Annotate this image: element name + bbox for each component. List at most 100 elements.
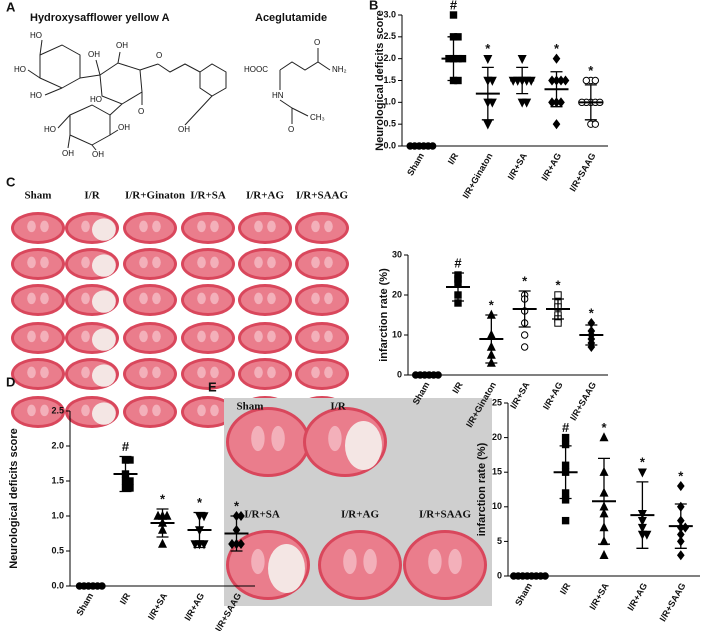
data-point (487, 98, 497, 108)
y-tick-label: 20 (492, 432, 502, 442)
x-tick-label: Sham (513, 581, 534, 607)
atom-label: O (156, 51, 162, 60)
brain-ventricle (40, 292, 49, 305)
brain-ventricle (152, 292, 161, 305)
y-tick-label: 0.0 (383, 140, 396, 150)
brain-ventricle (139, 292, 148, 305)
brain-ventricle (343, 548, 357, 575)
error-bar (585, 324, 598, 346)
significance-mark: * (589, 305, 595, 320)
data-point (557, 97, 565, 108)
y-tick-label: 10 (392, 329, 402, 339)
brain-ventricle (210, 366, 219, 379)
significance-mark: * (678, 468, 684, 483)
brain-ventricle (324, 220, 333, 233)
significance-mark: * (588, 63, 594, 78)
brain-ventricle (139, 366, 148, 379)
error-bar (552, 298, 564, 320)
data-point (552, 53, 561, 64)
data-point (548, 97, 556, 108)
brain-cortex (298, 215, 346, 241)
brain-ventricle (210, 220, 219, 233)
significance-mark: * (197, 495, 203, 510)
data-point (599, 549, 609, 559)
data-point (520, 331, 529, 339)
x-tick-label: I/R+Ginaton (461, 151, 495, 200)
brain-ventricle (27, 404, 36, 417)
brain-photos (11, 212, 349, 428)
error-bar (485, 314, 498, 364)
brain-ventricle (210, 256, 219, 269)
y-tick-label: 0.5 (51, 545, 64, 555)
brain-cortex (298, 287, 346, 313)
atom-label: OH (88, 50, 100, 59)
photo-label: I/R+SA (190, 190, 226, 202)
brain-ventricle (40, 220, 49, 233)
brain-ventricle (152, 404, 161, 417)
significance-mark: # (122, 439, 130, 454)
y-tick-label: 30 (392, 249, 402, 259)
atom-label: O (138, 107, 144, 116)
y-tick-label: 2.5 (51, 405, 64, 415)
atom-label: HO (14, 65, 26, 74)
brain-cortex (298, 325, 346, 351)
error-bar (516, 66, 529, 95)
brain-ventricle (267, 256, 276, 269)
y-axis-title: Neurological deficits score (374, 10, 386, 151)
significance-mark: # (562, 420, 570, 435)
data-point (676, 481, 685, 492)
error-bar (156, 508, 169, 538)
brain-cortex (14, 215, 62, 241)
photo-label: I/R+AG (246, 190, 284, 202)
data-point (228, 538, 236, 550)
brain-ventricle (139, 330, 148, 343)
data-point (126, 456, 134, 464)
brain-ventricle (448, 548, 462, 575)
error-bar (481, 66, 494, 121)
brain-cortex (126, 251, 174, 277)
error-bar (674, 503, 687, 549)
brain-cortex (184, 251, 232, 277)
error-bar (636, 481, 649, 549)
brain-ventricle (152, 220, 161, 233)
x-tick-label: I/R (558, 581, 573, 596)
ag-structure (279, 48, 331, 124)
data-point (642, 530, 652, 540)
brain-ventricle (324, 366, 333, 379)
brain-ventricle (254, 220, 263, 233)
brain-ventricle (197, 330, 206, 343)
brain-cortex (321, 533, 399, 597)
x-tick-label: I/R+SA (506, 151, 530, 182)
brain-ventricle (271, 425, 285, 452)
brain-cortex (126, 215, 174, 241)
data-point (517, 54, 527, 64)
brain-cortex (298, 361, 346, 387)
panel-letter: E (208, 379, 217, 394)
brain-ventricle (81, 256, 90, 269)
error-bar (452, 272, 464, 302)
photo-label: I/R (330, 401, 346, 413)
brain-cortex (184, 325, 232, 351)
x-tick-label: I/R (446, 151, 461, 166)
x-tick-label: I/R+AG (541, 380, 565, 411)
atom-label: OH (92, 150, 104, 159)
brain-ventricle (197, 404, 206, 417)
brain-cortex (126, 399, 174, 425)
brain-cortex (184, 287, 232, 313)
panel-letter: B (369, 0, 378, 12)
brain-ventricle (27, 366, 36, 379)
y-tick-label: 1.5 (51, 475, 64, 485)
photo-label: I/R+SAAG (296, 190, 349, 202)
x-tick-label: I/R+SA (508, 380, 532, 411)
data-point (676, 550, 685, 561)
brain-ventricle (81, 366, 90, 379)
significance-mark: * (554, 41, 560, 56)
brain-cortex (184, 215, 232, 241)
infarct (92, 402, 116, 425)
brain-ventricle (81, 404, 90, 417)
brain-ventricle (254, 292, 263, 305)
brain-ventricle (251, 548, 265, 575)
brain-ventricle (254, 330, 263, 343)
brain-photos (226, 407, 487, 600)
